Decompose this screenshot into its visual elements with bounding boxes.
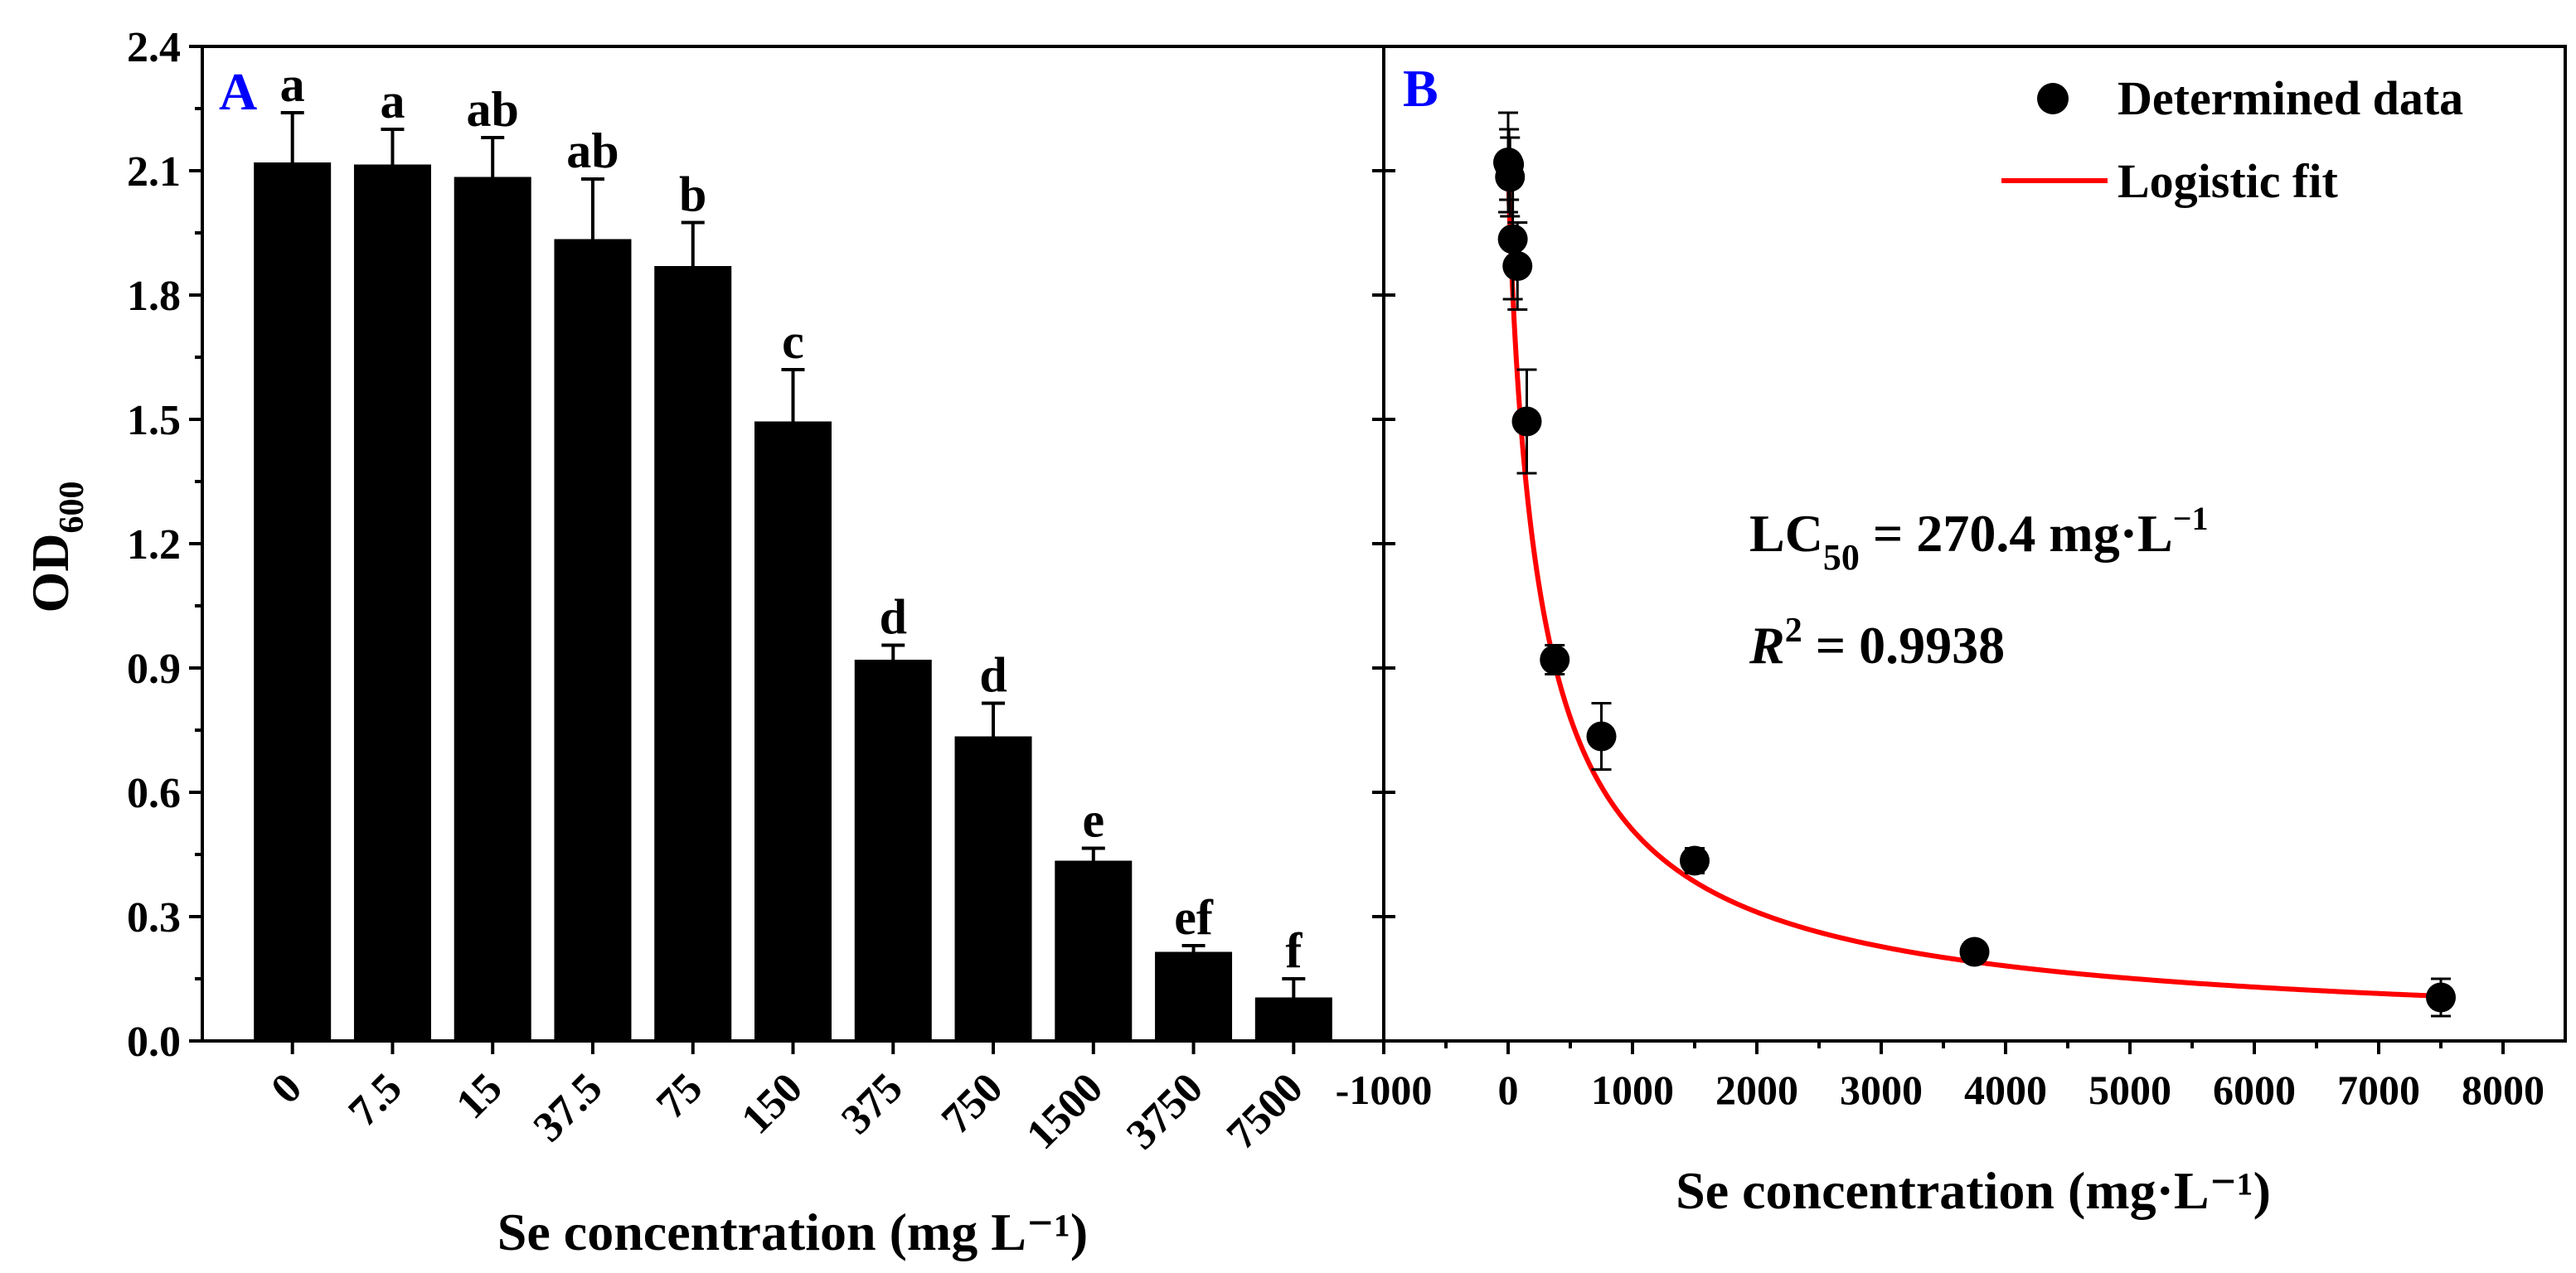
panel-b-x-tick-label: 5000: [2088, 1067, 2171, 1113]
panel-a-y-tick-label: 0.6: [127, 770, 181, 817]
panel-b-fit: [1506, 162, 2442, 999]
panel-a-y-tick-label: 2.4: [127, 24, 181, 71]
panel-a-x-tick-label: 7500: [1218, 1064, 1312, 1159]
significance-letter: ab: [566, 123, 619, 178]
panel-b-x-tick-label: 1000: [1591, 1067, 1674, 1113]
panel-b-y-ticks: [1372, 45, 1395, 1043]
panel-b-x-tick-label: 4000: [1964, 1067, 2047, 1113]
legend-fit-label: Logistic fit: [2118, 154, 2338, 208]
significance-letter: e: [1082, 793, 1104, 848]
panel-b-x-axis-label: Se concentration (mg·L⁻¹): [1676, 1161, 2271, 1220]
significance-letter: a: [280, 57, 305, 112]
panel-a-y-axis: 0.0 0.3 0.6 0.9 1.2 1.5 1.8 2.1 2.4: [127, 24, 202, 1066]
panel-a-x-tick-label: 150: [733, 1064, 812, 1143]
data-point: [1497, 224, 1528, 254]
panel-b-x-tick-label: -1000: [1336, 1067, 1433, 1113]
significance-letter: a: [380, 74, 405, 128]
logistic-fit-curve: [1506, 162, 2442, 999]
data-point: [2426, 982, 2456, 1013]
significance-letter: c: [782, 314, 804, 369]
bar: [754, 421, 832, 1041]
panel-a-x-tick-label: 0: [262, 1064, 311, 1113]
panel-a-x-tick-label: 750: [933, 1064, 1011, 1143]
panel-a-letter: A: [219, 62, 257, 121]
panel-b-x-tick-label: 7000: [2337, 1067, 2420, 1113]
bar: [454, 177, 531, 1041]
panel-a-x-tick-label: 15: [448, 1064, 512, 1128]
bar: [1055, 860, 1133, 1041]
panel-b-letter: B: [1403, 59, 1438, 118]
legend: Determined data Logistic fit: [2001, 71, 2463, 208]
panel-a-y-tick-label: 0.3: [127, 894, 181, 941]
panel-b-x-tick-label: 6000: [2213, 1067, 2296, 1113]
panel-b-x-tick-label: 3000: [1840, 1067, 1923, 1113]
panel-b-x-tick-label: 8000: [2462, 1067, 2544, 1113]
legend-point-marker: [2037, 83, 2069, 114]
panel-a-y-tick-label: 2.1: [127, 148, 181, 196]
panel-a-y-axis-label: OD600: [21, 482, 91, 613]
bar: [1155, 951, 1233, 1041]
panel-a-x-tick-label: 75: [648, 1064, 711, 1128]
significance-letter: ab: [467, 82, 519, 137]
data-point: [1586, 721, 1617, 752]
lc50-annotation: LC50 = 270.4 mg·L−1: [1749, 500, 2209, 578]
panel-a-x-axis-label: Se concentration (mg L⁻¹): [497, 1203, 1088, 1261]
data-point: [1495, 162, 1526, 192]
bar: [554, 239, 632, 1041]
data-point: [1540, 645, 1570, 675]
significance-letter: d: [880, 590, 907, 645]
data-point: [1959, 937, 1990, 967]
bar: [1254, 997, 1332, 1041]
panel-a-y-tick-label: 0.9: [127, 646, 181, 693]
panel-a-x-tick-label: 3750: [1118, 1064, 1212, 1159]
panel-b-points: [1493, 111, 2456, 1018]
bar: [254, 162, 332, 1041]
panel-a-x-axis: 0 7.5 15 37.5 75 150 375 750 1500 3750 7500: [262, 1041, 1312, 1159]
panel-a-x-tick-label: 1500: [1017, 1064, 1112, 1159]
data-point: [1680, 845, 1710, 876]
panel-b-x-axis: -1000 0 1000 2000 3000 4000 5000 6000 7000 8000: [1336, 1041, 2544, 1113]
bar: [654, 266, 732, 1041]
panel-a-x-tick-label: 7.5: [340, 1064, 411, 1135]
panel-a-y-tick-label: 1.5: [127, 397, 181, 444]
panel-a-y-tick-label: 1.2: [127, 521, 181, 569]
data-point: [1502, 251, 1533, 281]
bar: [854, 660, 932, 1041]
r-squared-annotation: R2 = 0.9938: [1749, 612, 2005, 675]
data-point: [1511, 406, 1542, 437]
panel-a-y-tick-label: 1.8: [127, 273, 181, 320]
legend-points-label: Determined data: [2118, 71, 2463, 125]
significance-letter: ef: [1174, 890, 1214, 945]
panel-a-x-tick-label: 375: [832, 1064, 911, 1143]
panel-b: B -1000 0 1000 2000 3000 4000 5000 6000 7000 8000…: [1336, 45, 2567, 1220]
bar: [954, 736, 1032, 1041]
panel-b-x-tick-label: 0: [1498, 1067, 1519, 1113]
significance-letter: f: [1285, 923, 1303, 978]
significance-letter: d: [979, 648, 1007, 703]
significance-letter: b: [679, 167, 706, 222]
panel-b-x-tick-label: 2000: [1715, 1067, 1798, 1113]
panel-a-y-tick-label: 0.0: [127, 1019, 181, 1066]
panel-a-x-tick-label: 37.5: [525, 1064, 612, 1151]
bar: [353, 164, 431, 1041]
